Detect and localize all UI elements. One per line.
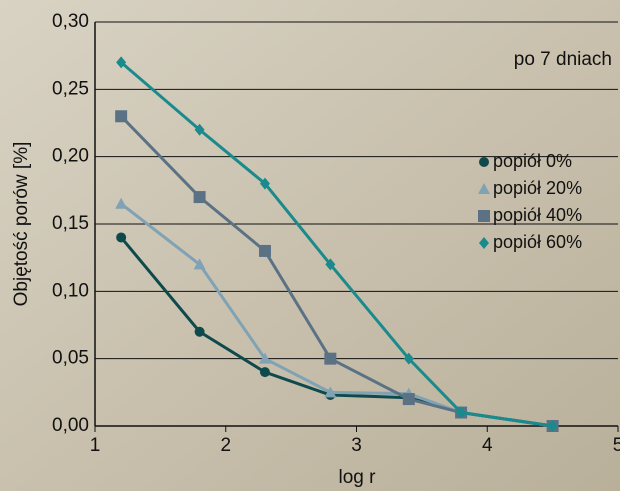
- y-tick-label: 0,25: [52, 78, 89, 99]
- x-tick-label: 4: [482, 435, 493, 456]
- marker: [116, 232, 126, 242]
- legend-label: popiół 20%: [493, 178, 582, 198]
- legend-marker: [478, 210, 490, 222]
- marker: [403, 393, 415, 405]
- marker: [260, 367, 270, 377]
- y-tick-label: 0,10: [52, 280, 89, 301]
- marker: [324, 353, 336, 365]
- x-tick-label: 5: [613, 435, 620, 456]
- legend-label: popiół 0%: [493, 151, 572, 171]
- marker: [115, 110, 127, 122]
- y-tick-label: 0,05: [52, 348, 89, 369]
- annotation: po 7 dniach: [514, 49, 612, 70]
- x-axis-label: log r: [339, 467, 377, 488]
- legend-label: popiół 60%: [493, 232, 582, 252]
- marker: [194, 191, 206, 203]
- marker: [195, 327, 205, 337]
- marker: [259, 245, 271, 257]
- y-tick-label: 0,15: [52, 213, 89, 234]
- legend-marker: [479, 157, 489, 167]
- x-tick-label: 1: [90, 435, 101, 456]
- chart: po 7 dniach log r Objętość porów [%] 0,0…: [0, 0, 620, 491]
- y-tick-label: 0,20: [52, 146, 89, 167]
- y-tick-label: 0,00: [52, 415, 89, 436]
- y-tick-label: 0,30: [52, 11, 89, 32]
- x-tick-label: 3: [351, 435, 362, 456]
- y-axis-label: Objętość porów [%]: [11, 142, 32, 307]
- legend-label: popiół 40%: [493, 205, 582, 225]
- x-tick-label: 2: [220, 435, 231, 456]
